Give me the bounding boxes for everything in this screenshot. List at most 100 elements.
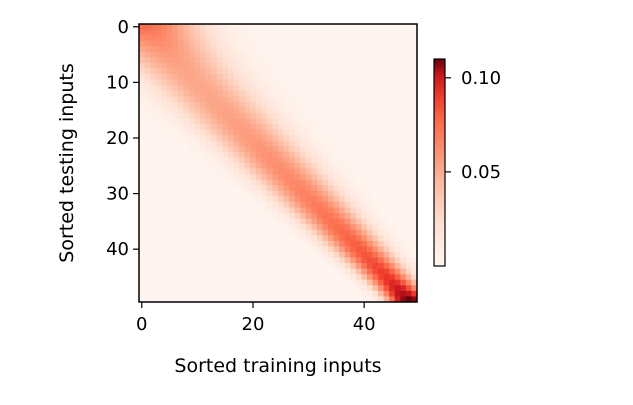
- heatmap-cell: [244, 29, 251, 36]
- heatmap-cell: [211, 268, 218, 275]
- heatmap-cell: [378, 240, 385, 247]
- heatmap-cell: [211, 163, 218, 169]
- heatmap-cell: [405, 151, 412, 158]
- heatmap-cell: [366, 90, 373, 97]
- heatmap-cell: [350, 246, 357, 253]
- heatmap-cell: [278, 68, 284, 75]
- heatmap-cell: [339, 40, 346, 47]
- heatmap-cell: [361, 257, 368, 264]
- heatmap-cell: [205, 129, 212, 136]
- heatmap-cell: [394, 124, 401, 131]
- heatmap-cell: [361, 274, 368, 281]
- heatmap-cell: [294, 201, 301, 208]
- heatmap-cell: [177, 190, 184, 197]
- heatmap-cell: [233, 163, 240, 169]
- heatmap-cell: [394, 107, 401, 114]
- heatmap-cell: [144, 207, 151, 214]
- heatmap-cell: [266, 268, 273, 275]
- heatmap-cell: [389, 101, 396, 108]
- heatmap-cell: [350, 263, 357, 270]
- heatmap-cell: [333, 218, 340, 225]
- heatmap-cell: [177, 174, 184, 181]
- heatmap-cell: [361, 151, 368, 158]
- heatmap-cell: [216, 235, 223, 242]
- heatmap-cell: [216, 40, 223, 47]
- heatmap-cell: [328, 90, 334, 97]
- heatmap-cell: [272, 213, 279, 219]
- heatmap-cell: [305, 285, 312, 292]
- heatmap-cell: [300, 146, 307, 153]
- heatmap-cell: [189, 263, 195, 270]
- heatmap-cell: [294, 74, 301, 80]
- heatmap-cell: [200, 124, 207, 131]
- heatmap-cell: [222, 296, 229, 303]
- heatmap-cell: [316, 35, 323, 42]
- heatmap-cell: [344, 213, 351, 219]
- heatmap-cell: [405, 207, 412, 214]
- heatmap-cell: [250, 157, 257, 164]
- heatmap-cell: [316, 185, 323, 192]
- heatmap-cell: [383, 85, 390, 92]
- heatmap-cell: [211, 118, 218, 125]
- heatmap-cell: [183, 107, 190, 114]
- heatmap-cell: [339, 218, 346, 225]
- heatmap-cell: [222, 51, 229, 58]
- heatmap-cell: [244, 240, 251, 247]
- heatmap-cell: [200, 174, 207, 181]
- heatmap-cell: [322, 140, 329, 147]
- heatmap-cell: [166, 246, 173, 253]
- heatmap-cell: [222, 224, 229, 231]
- heatmap-cell: [233, 196, 240, 203]
- heatmap-cell: [300, 229, 307, 236]
- heatmap-cell: [139, 35, 145, 42]
- heatmap-cell: [278, 285, 284, 292]
- heatmap-cell: [244, 218, 251, 225]
- heatmap-cell: [250, 263, 257, 270]
- heatmap-cell: [305, 240, 312, 247]
- heatmap-cell: [177, 201, 184, 208]
- heatmap-cell: [378, 229, 385, 236]
- heatmap-cell: [328, 174, 334, 181]
- heatmap-cell: [211, 68, 218, 75]
- heatmap-cell: [183, 179, 190, 186]
- heatmap-cell: [333, 57, 340, 64]
- heatmap-cell: [216, 274, 223, 281]
- heatmap-cell: [250, 296, 257, 303]
- heatmap-cell: [305, 51, 312, 58]
- heatmap-cell: [144, 190, 151, 197]
- heatmap-cell: [255, 190, 262, 197]
- heatmap-cell: [394, 185, 401, 192]
- heatmap-cell: [227, 29, 234, 36]
- heatmap-cell: [233, 213, 240, 219]
- heatmap-cell: [294, 263, 301, 270]
- heatmap-cell: [150, 185, 157, 192]
- heatmap-cell: [205, 79, 212, 86]
- heatmap-cell: [289, 190, 296, 197]
- heatmap-cell: [183, 257, 190, 264]
- heatmap-cell: [144, 101, 151, 108]
- heatmap-cell: [139, 96, 145, 103]
- heatmap-cell: [189, 46, 195, 53]
- heatmap-cell: [300, 190, 307, 197]
- heatmap-cell: [261, 185, 268, 192]
- heatmap-cell: [255, 151, 262, 158]
- heatmap-cell: [172, 179, 179, 186]
- heatmap-cell: [266, 35, 273, 42]
- heatmap-cell: [300, 268, 307, 275]
- heatmap-cell: [172, 229, 179, 236]
- heatmap-cell: [261, 85, 268, 92]
- heatmap-cell: [411, 40, 418, 47]
- heatmap-cell: [194, 79, 201, 86]
- heatmap-cell: [189, 174, 195, 181]
- heatmap-cell: [311, 246, 318, 253]
- heatmap-cell: [177, 290, 184, 297]
- heatmap-cell: [294, 24, 301, 30]
- heatmap-cell: [355, 185, 362, 192]
- heatmap-cell: [183, 51, 190, 58]
- heatmap-cell: [222, 268, 229, 275]
- heatmap-cell: [155, 24, 162, 30]
- heatmap-cell: [289, 112, 296, 119]
- heatmap-cell: [139, 185, 145, 192]
- heatmap-cell: [333, 268, 340, 275]
- heatmap-cell: [227, 224, 234, 231]
